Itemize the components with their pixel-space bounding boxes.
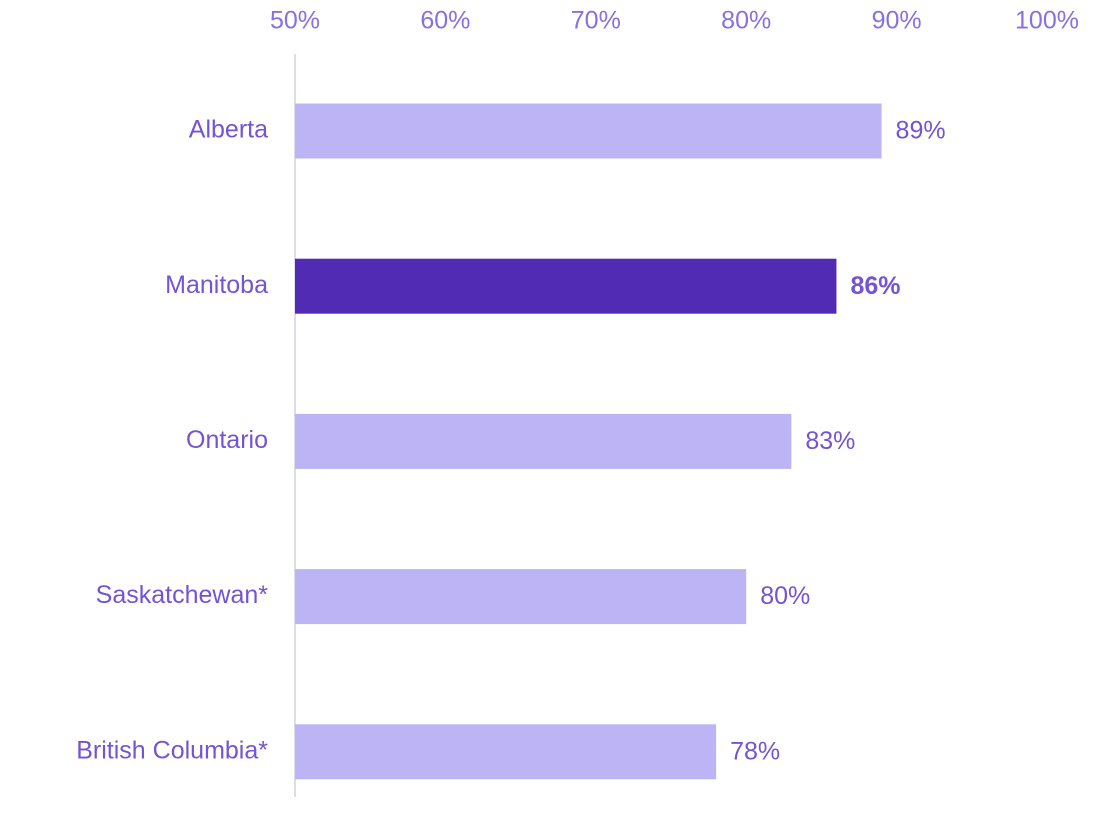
bar xyxy=(295,724,717,780)
y-tick-label: British Columbia* xyxy=(76,736,268,764)
x-tick-label: 50% xyxy=(270,7,320,35)
value-label: 86% xyxy=(850,272,900,300)
y-tick-label: Saskatchewan* xyxy=(96,581,269,609)
y-tick-label: Ontario xyxy=(186,426,268,454)
x-tick-label: 100% xyxy=(1015,7,1079,35)
value-label: 89% xyxy=(896,117,946,145)
x-tick-label: 80% xyxy=(721,7,771,35)
y-tick-label: Manitoba xyxy=(165,271,268,299)
value-label: 78% xyxy=(730,737,780,765)
x-tick-label: 60% xyxy=(420,7,470,35)
y-tick-label: Alberta xyxy=(189,116,268,144)
value-label: 83% xyxy=(805,427,855,455)
bar xyxy=(295,569,747,625)
x-tick-label: 70% xyxy=(571,7,621,35)
value-label: 80% xyxy=(760,582,810,610)
bar xyxy=(295,103,882,159)
bar xyxy=(295,258,837,314)
bar xyxy=(295,413,792,469)
x-tick-label: 90% xyxy=(872,7,922,35)
